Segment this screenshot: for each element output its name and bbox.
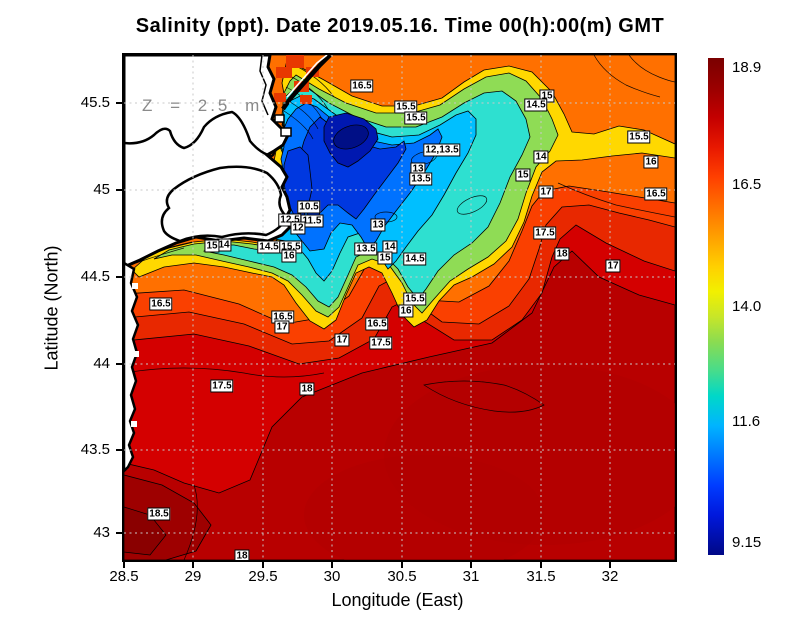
y-tick-mark [116, 189, 122, 191]
x-tick-label: 29.5 [248, 568, 278, 585]
coastal-spit [281, 55, 332, 111]
x-tick-mark [609, 562, 611, 568]
contour-label: 17.5 [369, 336, 393, 350]
contour-label: 17 [538, 185, 554, 199]
contour-label: 18 [554, 247, 570, 261]
x-tick-label: 32 [601, 568, 619, 585]
delta-south-lobe [160, 165, 289, 243]
contour-labels-layer: 16.5 15.5 15.5 15 14.5 12,13.5 13 13.5 13 13.5 14 1… [124, 55, 675, 560]
contour-label: 14.5 [403, 252, 427, 266]
y-tick-label: 44 [93, 355, 110, 372]
colorbar-tick-label: 16.5 [732, 176, 762, 193]
contour-label: 16.5 [644, 187, 668, 201]
y-tick-mark [116, 102, 122, 104]
depth-annotation: Z = 2.5 m [142, 96, 262, 115]
contour-label: 18 [234, 549, 250, 562]
x-axis-label: Longitude (East) [331, 590, 464, 610]
x-tick-label: 29 [184, 568, 202, 585]
contour-label: 13 [370, 218, 386, 232]
colorbar-tick-label: 11.6 [732, 413, 761, 430]
contour-label: 13 [410, 162, 426, 176]
contour-label: 14 [382, 240, 398, 254]
contour-label: 16.5 [149, 297, 173, 311]
x-tick-mark [401, 562, 403, 568]
contour-label: 15.5 [403, 292, 427, 306]
y-tick-mark [116, 363, 122, 365]
contour-label: 13.5 [354, 242, 378, 256]
contour-label: 17 [274, 320, 290, 334]
contour-label: 15 [377, 251, 393, 265]
contour-label: 15.5 [627, 130, 651, 144]
x-tick-mark [192, 562, 194, 568]
y-tick-mark [116, 532, 122, 534]
contour-label: 15 [515, 168, 531, 182]
contour-label: 14.5 [257, 240, 281, 254]
contour-label: 17 [605, 259, 621, 273]
y-tick-label: 44.5 [80, 268, 110, 285]
contour-label: 12 [290, 221, 306, 235]
y-tick-label: 45 [93, 181, 110, 198]
contour-label: 14.5 [524, 98, 548, 112]
x-tick-label: 31 [462, 568, 480, 585]
contour-label: 16.5 [350, 79, 374, 93]
y-tick-mark [116, 449, 122, 451]
contour-label: 18.5 [147, 507, 171, 521]
x-tick-mark [470, 562, 472, 568]
contour-label: 16 [398, 304, 414, 318]
x-tick-label: 30.5 [387, 568, 417, 585]
map-plot-area: Z = 2.5 m 16.5 15.5 15.5 15 14.5 12,13.5 13 13.… [122, 53, 677, 562]
x-tick-mark [331, 562, 333, 568]
contour-label: 15 [204, 239, 220, 253]
x-tick-label: 28.5 [109, 568, 139, 585]
land-coastal-strip [124, 261, 140, 473]
coastline-detail [124, 110, 276, 158]
y-tick-mark [116, 276, 122, 278]
colorbar-tick-label: 18.9 [732, 59, 762, 76]
contour-label: 17.5 [533, 226, 557, 240]
contour-label: 13.5 [409, 172, 433, 186]
y-tick-label: 43 [93, 524, 110, 541]
contour-label: 17 [334, 333, 350, 347]
x-tick-mark [262, 562, 264, 568]
contour-label: 12,13.5 [423, 143, 461, 157]
colorbar [708, 58, 724, 555]
contour-label: 11.5 [300, 214, 324, 228]
contour-label: 16 [643, 155, 659, 169]
salinity-field-svg: Z = 2.5 m [124, 55, 675, 560]
chart-title: Salinity (ppt). Date 2019.05.16. Time 00… [135, 15, 665, 37]
x-tick-label: 30 [323, 568, 341, 585]
contour-label: 16 [281, 249, 297, 263]
colorbar-tick-label: 14.0 [732, 298, 762, 315]
contour-label: 18 [299, 382, 315, 396]
contour-label: 14 [533, 150, 549, 164]
y-axis-label: Latitude (North) [41, 245, 62, 371]
y-tick-label: 43.5 [80, 441, 110, 458]
colorbar-tick-label: 9.15 [732, 534, 762, 551]
x-tick-mark [540, 562, 542, 568]
x-tick-label: 31.5 [526, 568, 556, 585]
y-tick-label: 45.5 [80, 94, 110, 111]
contour-label: 15.5 [404, 111, 428, 125]
contour-label: 17.5 [210, 379, 234, 393]
x-tick-mark [123, 562, 125, 568]
contour-label: 16.5 [365, 317, 389, 331]
contour-label: 10.5 [297, 200, 321, 214]
